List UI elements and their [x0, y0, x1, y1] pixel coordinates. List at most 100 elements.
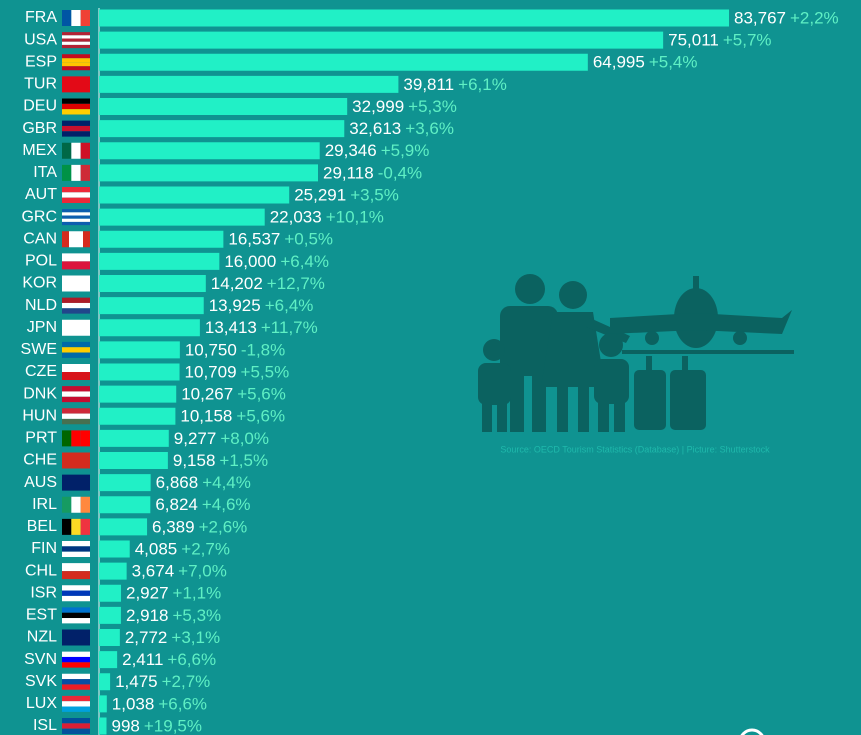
value-label: 10,158: [180, 407, 232, 426]
change-label: +5,7%: [723, 31, 772, 50]
change-label: +1,5%: [219, 451, 268, 470]
flag-icon: [62, 143, 90, 159]
flag-stripe: [62, 397, 90, 402]
bar: [99, 474, 151, 491]
bar: [99, 386, 176, 403]
flag-stripe: [62, 353, 90, 358]
flag-icon: [62, 99, 90, 115]
flag-stripe: [81, 430, 90, 446]
flag-stripe: [62, 39, 90, 42]
bar: [99, 253, 219, 270]
flag-icon: [62, 696, 90, 712]
category-label: POL: [25, 253, 57, 270]
category-label: SVN: [24, 651, 57, 668]
flag-icon: [62, 165, 90, 181]
flag-stripe: [62, 723, 90, 728]
bar: [99, 231, 223, 248]
change-label: +3,6%: [405, 119, 454, 138]
value-label: 998: [112, 716, 140, 735]
bar: [99, 10, 729, 27]
category-label: FIN: [31, 540, 57, 557]
flag-stripe: [62, 662, 90, 667]
flag-stripe: [62, 596, 90, 601]
bar: [99, 651, 117, 668]
bar: [99, 673, 110, 690]
flag-stripe: [62, 552, 90, 557]
flag-stripe: [62, 32, 90, 35]
flag-stripe: [62, 364, 90, 372]
bar: [99, 585, 121, 602]
change-label: +2,2%: [790, 8, 839, 27]
flag-icon: [62, 674, 90, 690]
value-label: 83,767: [734, 8, 786, 27]
flag-stripe: [62, 571, 90, 579]
value-label: 64,995: [593, 53, 645, 72]
value-label: 2,772: [125, 628, 168, 647]
flag-stripe: [62, 679, 90, 684]
flag-stripe: [62, 261, 90, 269]
flag-stripe: [62, 231, 69, 247]
flag-stripe: [62, 701, 90, 706]
change-label: +5,3%: [408, 97, 457, 116]
flag-icon: [62, 563, 90, 579]
flag-stripe: [62, 591, 90, 596]
flag-stripe: [62, 419, 90, 424]
flag-stripe: [62, 391, 90, 396]
change-label: +10,1%: [326, 208, 384, 227]
bar: [99, 607, 121, 624]
flag-icon: [62, 497, 90, 513]
bar: [99, 164, 318, 181]
value-label: 10,267: [181, 385, 233, 404]
flag-icon: [62, 364, 90, 380]
flag-icon: [62, 718, 90, 734]
change-label: +5,9%: [381, 141, 430, 160]
bar: [99, 297, 204, 314]
category-label: JPN: [27, 319, 57, 336]
bar: [99, 430, 169, 447]
category-label: CHE: [23, 452, 57, 469]
flag-stripe: [62, 212, 90, 215]
change-label: +19,5%: [144, 716, 202, 735]
category-label: AUS: [24, 474, 57, 491]
flag-icon: [62, 10, 90, 26]
flag-stripe: [62, 386, 90, 391]
value-label: 39,811: [403, 75, 454, 94]
change-label: +6,6%: [158, 694, 207, 713]
flag-icon: [62, 430, 90, 446]
flag-icon: [62, 187, 90, 203]
category-label: CAN: [23, 230, 57, 247]
category-label: ISR: [30, 584, 57, 601]
flag-stripe: [71, 165, 80, 181]
flag-stripe: [81, 165, 90, 181]
flag-stripe: [62, 126, 90, 131]
value-label: 6,824: [155, 495, 198, 514]
bar: [99, 718, 107, 735]
change-label: +5,4%: [649, 53, 698, 72]
flag-stripe: [71, 519, 80, 535]
flag-stripe: [62, 10, 71, 26]
flag-stripe: [62, 66, 90, 70]
flag-icon: [62, 121, 90, 137]
category-label: ESP: [25, 53, 57, 70]
flag-stripe: [62, 372, 90, 380]
change-label: -0,4%: [378, 163, 422, 182]
chart: Source: OECD Tourism Statistics (Databas…: [0, 0, 861, 735]
flag-stripe: [62, 187, 90, 192]
category-label: DEU: [23, 98, 57, 115]
change-label: +2,6%: [199, 517, 248, 536]
flag-icon: [62, 386, 90, 402]
flag-stripe: [62, 585, 90, 590]
bar: [99, 364, 180, 381]
change-label: +8,0%: [220, 429, 269, 448]
value-label: 32,613: [349, 119, 401, 138]
flag-stripe: [62, 696, 90, 701]
value-label: 29,118: [323, 163, 374, 182]
value-label: 2,927: [126, 584, 169, 603]
value-label: 14,202: [211, 274, 263, 293]
bar: [99, 341, 180, 358]
flag-stripe: [62, 630, 90, 646]
category-label: SVK: [25, 673, 57, 690]
flag-stripe: [62, 276, 90, 292]
flag-icon: [62, 630, 90, 646]
change-label: +5,6%: [236, 407, 285, 426]
